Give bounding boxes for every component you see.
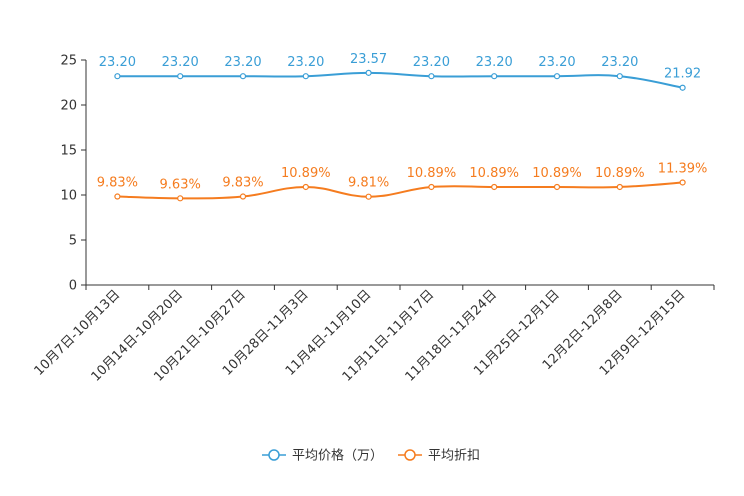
data-label: 23.20 [538, 55, 575, 70]
legend-item[interactable]: 平均折扣 [398, 449, 480, 464]
data-label: 23.20 [287, 55, 324, 70]
data-point[interactable] [365, 69, 372, 76]
y-tick-label: 0 [69, 279, 77, 294]
legend-label: 平均折扣 [428, 449, 480, 464]
data-label: 10.89% [281, 166, 331, 181]
data-point[interactable] [553, 73, 561, 80]
data-point[interactable] [177, 73, 184, 80]
data-point[interactable] [428, 73, 435, 80]
data-point[interactable] [491, 73, 498, 80]
series-2: 9.83% 9.63% 9.83% 10.89% 9.81% 10.89% 10.89% 10… [97, 161, 708, 202]
data-label: 9.63% [160, 177, 201, 192]
data-point[interactable] [365, 193, 372, 200]
data-point[interactable] [239, 73, 247, 80]
series-line [117, 71, 683, 89]
data-point[interactable] [679, 179, 686, 186]
legend[interactable]: 平均价格（万） 平均折扣 [262, 448, 480, 464]
data-label: 10.89% [407, 166, 457, 181]
data-point[interactable] [616, 183, 623, 191]
series-line [117, 181, 683, 200]
y-tick-label: 10 [60, 189, 77, 204]
data-label: 21.92 [664, 67, 701, 82]
series-layer: 23.20 23.20 23.20 23.20 23.57 23.20 23.20 23.20… [97, 52, 708, 202]
data-point[interactable] [428, 183, 435, 191]
axes: 051015202510月7日-10月13日10月14日-10月20日10月21… [32, 54, 715, 385]
legend-label: 平均价格（万） [292, 448, 383, 464]
legend-marker-icon [404, 449, 416, 461]
legend-marker-icon [268, 449, 280, 461]
data-label: 23.20 [99, 55, 136, 70]
data-point[interactable] [553, 183, 561, 191]
data-label: 23.20 [224, 55, 261, 70]
data-label: 23.20 [413, 55, 450, 70]
data-point[interactable] [491, 183, 498, 191]
data-point[interactable] [302, 73, 309, 80]
data-label: 11.39% [658, 161, 708, 176]
data-label: 10.89% [469, 166, 519, 181]
data-label: 9.83% [97, 176, 138, 191]
data-label: 9.81% [348, 176, 389, 191]
y-tick-label: 20 [60, 99, 77, 114]
data-label: 23.20 [162, 55, 199, 70]
data-point[interactable] [239, 193, 247, 200]
y-tick-label: 25 [60, 54, 77, 69]
data-point[interactable] [679, 84, 686, 91]
data-point[interactable] [114, 193, 121, 200]
series-1: 23.20 23.20 23.20 23.20 23.57 23.20 23.20 23.20… [99, 52, 701, 91]
data-label: 10.89% [532, 166, 582, 181]
data-point[interactable] [177, 195, 184, 202]
data-label: 9.83% [222, 176, 263, 191]
data-label: 23.20 [601, 55, 638, 70]
data-label: 10.89% [595, 166, 645, 181]
data-label: 23.57 [350, 52, 387, 67]
data-point[interactable] [616, 73, 623, 80]
data-point[interactable] [302, 183, 309, 191]
y-tick-label: 5 [69, 234, 77, 249]
data-point[interactable] [114, 73, 121, 80]
data-label: 23.20 [476, 55, 513, 70]
y-tick-label: 15 [60, 144, 77, 159]
legend-item[interactable]: 平均价格（万） [262, 448, 383, 464]
